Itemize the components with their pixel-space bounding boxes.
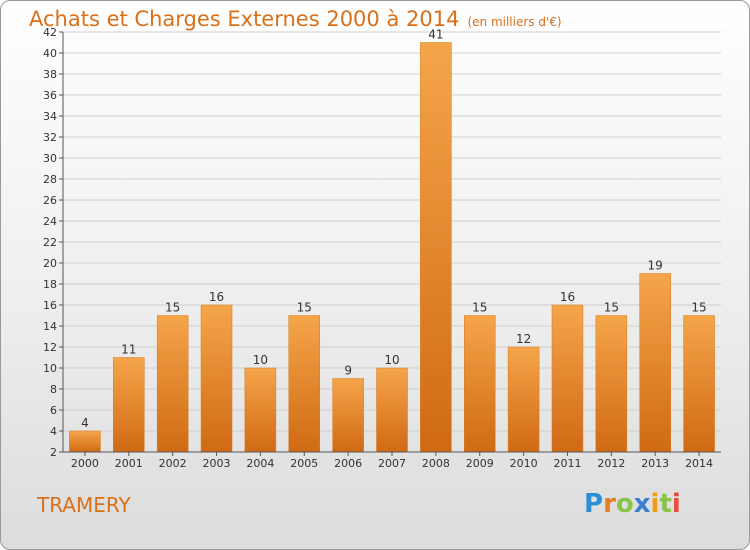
bar xyxy=(595,315,628,453)
data-label: 12 xyxy=(516,332,531,346)
proxiti-logo[interactable]: Proxiti xyxy=(584,489,681,519)
x-tick-label: 2009 xyxy=(466,457,494,470)
y-tick-label: 14 xyxy=(43,320,57,333)
chart-unit: (en milliers d'€) xyxy=(467,15,562,29)
data-label: 15 xyxy=(691,301,706,315)
data-label: 15 xyxy=(297,301,312,315)
y-tick-label: 24 xyxy=(43,215,57,228)
bar xyxy=(551,304,584,453)
y-tick-label: 22 xyxy=(43,236,57,249)
y-tick-label: 20 xyxy=(43,257,57,270)
data-label: 41 xyxy=(428,28,443,42)
x-tick-label: 2008 xyxy=(422,457,450,470)
data-label: 19 xyxy=(648,259,663,273)
x-tick-label: 2004 xyxy=(246,457,274,470)
bar xyxy=(639,273,671,453)
data-label: 9 xyxy=(344,364,352,378)
axes: 2468101214161820222426283032343638404220… xyxy=(43,26,721,470)
x-tick-label: 2013 xyxy=(641,457,669,470)
x-tick-label: 2002 xyxy=(159,457,187,470)
bar xyxy=(113,357,145,453)
x-tick-label: 2006 xyxy=(334,457,362,470)
y-tick-label: 40 xyxy=(43,47,57,60)
y-tick-label: 10 xyxy=(43,362,57,375)
bar xyxy=(288,315,321,453)
x-tick-label: 2012 xyxy=(597,457,625,470)
bar xyxy=(376,367,408,453)
bar xyxy=(156,315,189,453)
commune-name: TRAMERY xyxy=(37,493,131,517)
data-label: 15 xyxy=(165,301,180,315)
data-label: 16 xyxy=(560,290,575,304)
x-tick-label: 2011 xyxy=(553,457,581,470)
bar xyxy=(420,42,452,453)
bar xyxy=(332,378,364,453)
x-tick-label: 2001 xyxy=(115,457,143,470)
bar xyxy=(507,346,540,453)
x-tick-label: 2007 xyxy=(378,457,406,470)
y-tick-label: 36 xyxy=(43,89,57,102)
y-tick-label: 34 xyxy=(43,110,57,123)
data-label: 4 xyxy=(81,416,89,430)
bar xyxy=(69,430,101,453)
data-label: 15 xyxy=(472,301,487,315)
chart-title-text: Achats et Charges Externes 2000 à 2014 xyxy=(29,7,460,31)
y-tick-label: 18 xyxy=(43,278,57,291)
x-tick-label: 2003 xyxy=(203,457,231,470)
y-tick-label: 26 xyxy=(43,194,57,207)
bar xyxy=(463,315,496,453)
y-tick-label: 42 xyxy=(43,26,57,39)
y-tick-label: 12 xyxy=(43,341,57,354)
x-tick-label: 2005 xyxy=(290,457,318,470)
data-label: 10 xyxy=(253,353,268,367)
data-label: 16 xyxy=(209,290,224,304)
y-tick-label: 32 xyxy=(43,131,57,144)
x-tick-label: 2000 xyxy=(71,457,99,470)
y-tick-label: 6 xyxy=(50,404,57,417)
y-tick-label: 28 xyxy=(43,173,57,186)
bar xyxy=(200,304,233,453)
y-tick-label: 38 xyxy=(43,68,57,81)
x-tick-label: 2010 xyxy=(510,457,538,470)
y-tick-label: 4 xyxy=(50,425,57,438)
chart-title: Achats et Charges Externes 2000 à 2014 (e… xyxy=(29,7,562,31)
bars: 4 11 15 16 10 15 9 10 41 15 12 16 15 19 15 xyxy=(69,28,715,453)
bar xyxy=(244,367,277,453)
x-tick-label: 2014 xyxy=(685,457,713,470)
bar xyxy=(683,315,715,453)
y-tick-label: 16 xyxy=(43,299,57,312)
y-tick-label: 8 xyxy=(50,383,57,396)
data-label: 11 xyxy=(121,343,136,357)
y-tick-label: 30 xyxy=(43,152,57,165)
data-label: 15 xyxy=(604,301,619,315)
data-label: 10 xyxy=(384,353,399,367)
y-tick-label: 2 xyxy=(50,446,57,459)
